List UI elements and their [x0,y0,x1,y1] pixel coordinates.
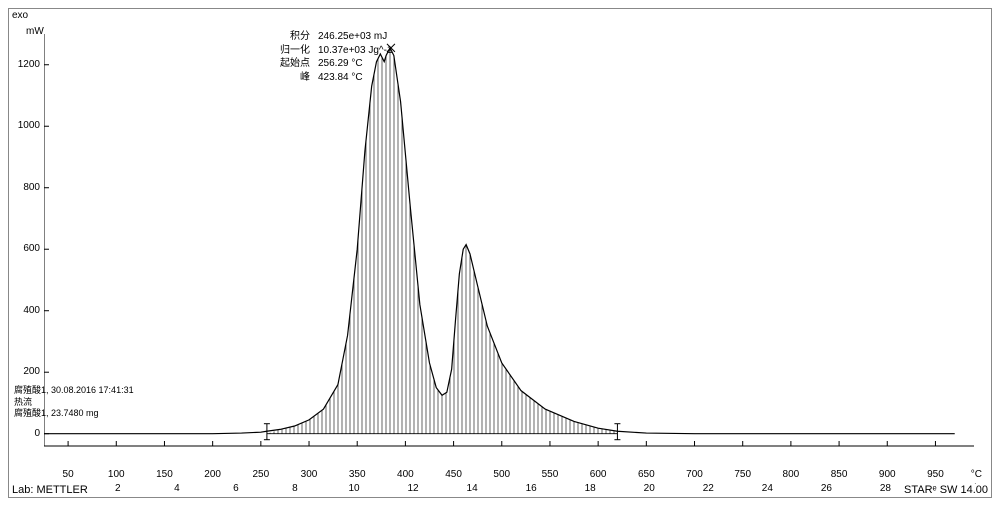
exo-label: exo [12,10,28,21]
x-tick-label-celsius: 400 [397,469,414,480]
y-tick-label: 800 [16,182,40,193]
y-axis-unit: mW [26,26,44,37]
x-tick-label-celsius: 750 [734,469,751,480]
y-tick-label: 1200 [16,59,40,70]
dsc-plot [44,28,980,466]
info-val: 10.37e+03 Jg^-1 [318,44,392,58]
x-tick-label-celsius: 500 [493,469,510,480]
info-key: 起始点 [266,57,310,71]
y-tick-label: 400 [16,305,40,316]
x-tick-label-min: 6 [233,483,239,494]
info-val: 246.25e+03 mJ [318,30,387,44]
x-tick-label-celsius: 550 [542,469,559,480]
x-tick-label-min: 28 [880,483,891,494]
x-tick-label-celsius: 50 [63,469,74,480]
footer-lab: Lab: METTLER [12,484,88,496]
sample-line: 腐殖酸1, 30.08.2016 17:41:31 [14,385,134,397]
x-tick-label-celsius: 600 [590,469,607,480]
info-row-peak: 峰 423.84 °C [266,71,392,85]
info-key: 归一化 [266,44,310,58]
x-tick-label-min: 16 [526,483,537,494]
x-tick-label-celsius: 650 [638,469,655,480]
x-tick-label-min: 22 [703,483,714,494]
x-tick-label-min: 10 [348,483,359,494]
x-tick-label-min: 18 [585,483,596,494]
info-row-integral: 积分 246.25e+03 mJ [266,30,392,44]
x-tick-label-min: 14 [467,483,478,494]
y-tick-label: 200 [16,366,40,377]
x-tick-label-celsius: 850 [831,469,848,480]
x-tick-label-celsius: 800 [783,469,800,480]
x-tick-label-min: 12 [407,483,418,494]
x-tick-label-celsius: 250 [252,469,269,480]
sample-line: 热流 [14,397,134,409]
info-val: 256.29 °C [318,57,363,71]
info-row-onset: 起始点 256.29 °C [266,57,392,71]
info-row-normalized: 归一化 10.37e+03 Jg^-1 [266,44,392,58]
x-tick-label-min: 8 [292,483,298,494]
x-tick-label-celsius: 450 [445,469,462,480]
y-tick-label: 600 [16,243,40,254]
x-tick-label-celsius: 150 [156,469,173,480]
x-tick-label-celsius: 950 [927,469,944,480]
footer-software: STARᵉ SW 14.00 [904,484,988,496]
x-tick-label-min: 20 [644,483,655,494]
x-tick-label-min: 26 [821,483,832,494]
y-tick-label: 0 [16,428,40,439]
x-tick-label-celsius: 350 [349,469,366,480]
x-tick-label-min: 24 [762,483,773,494]
x-tick-label-celsius: 100 [108,469,125,480]
peak-info-box: 积分 246.25e+03 mJ 归一化 10.37e+03 Jg^-1 起始点… [266,30,392,84]
x-tick-label-celsius: 700 [686,469,703,480]
info-val: 423.84 °C [318,71,363,85]
x-tick-label-celsius: 300 [301,469,318,480]
x-tick-label-min: 2 [115,483,121,494]
sample-line: 腐殖酸1, 23.7480 mg [14,408,134,420]
sample-info-box: 腐殖酸1, 30.08.2016 17:41:31 热流 腐殖酸1, 23.74… [14,385,134,420]
info-key: 积分 [266,30,310,44]
info-key: 峰 [266,71,310,85]
x-tick-label-min: 4 [174,483,180,494]
x-tick-label-celsius: 900 [879,469,896,480]
x-tick-label-celsius: 200 [204,469,221,480]
chart-area: mW °C min 020040060080010001200501001502… [44,28,980,466]
x-axis-top-unit: °C [971,469,982,480]
y-tick-label: 1000 [16,120,40,131]
